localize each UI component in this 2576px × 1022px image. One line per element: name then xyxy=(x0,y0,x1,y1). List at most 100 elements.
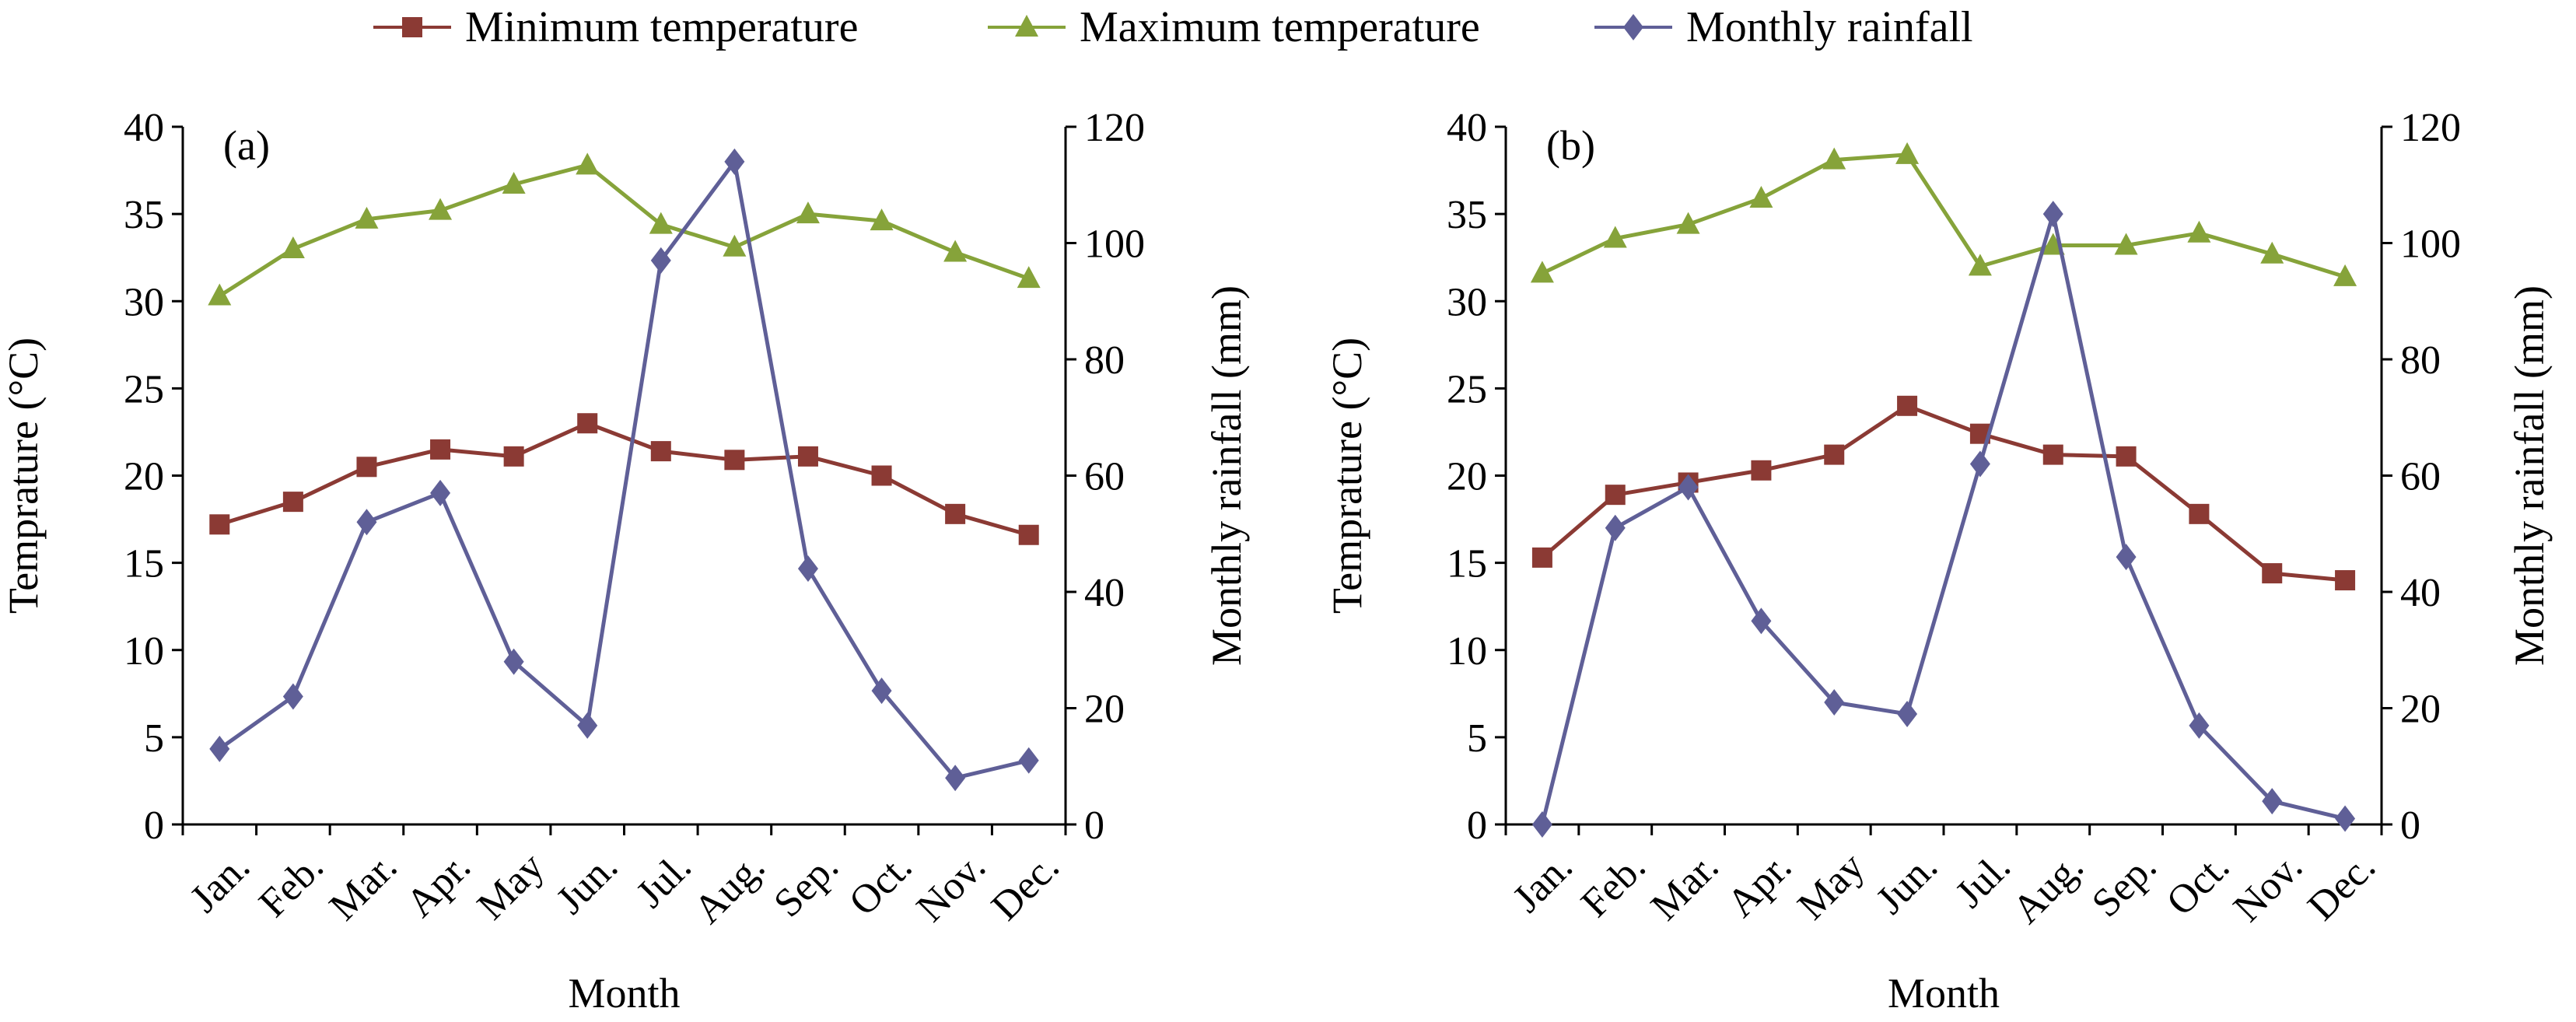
data-point-max xyxy=(1968,254,1992,276)
y-tick-label-left: 5 xyxy=(1467,716,1487,761)
y-tick-label-left: 10 xyxy=(1447,629,1487,674)
data-point-min xyxy=(1531,547,1552,568)
x-tick-label: Jan. xyxy=(182,845,259,922)
data-point-min xyxy=(871,465,892,486)
data-point-max xyxy=(943,240,968,262)
y-tick-label-left: 35 xyxy=(124,193,164,237)
y-tick-label-right: 20 xyxy=(1084,688,1125,732)
data-point-max xyxy=(1676,212,1700,234)
x-tick-label: Apr. xyxy=(1719,845,1801,926)
data-point-max xyxy=(1895,142,1920,164)
data-point-min xyxy=(209,514,230,535)
x-tick-label: May xyxy=(469,845,553,929)
y-tick-label-right: 100 xyxy=(1084,222,1145,267)
data-point-min xyxy=(1751,460,1772,481)
x-tick-label: Aug. xyxy=(686,845,774,933)
legend-label-min: Minimum temperature xyxy=(465,3,859,51)
data-point-rain xyxy=(2042,201,2063,228)
x-tick-label: Aug. xyxy=(2004,845,2092,933)
data-point-min xyxy=(1605,485,1626,506)
series-max xyxy=(208,152,1041,306)
data-point-max xyxy=(723,234,747,257)
series-rain xyxy=(209,148,1039,792)
panel-label: (a) xyxy=(223,122,270,169)
legend-item-min: Minimum temperature xyxy=(373,0,858,54)
legend-swatch-max xyxy=(988,15,1066,37)
y-tick-label-left: 0 xyxy=(144,803,164,848)
data-point-rain xyxy=(430,479,451,506)
axes: 0510152025303540020406080100120Jan.Feb.M… xyxy=(124,106,1145,933)
data-point-max xyxy=(796,201,820,224)
y-axis-title-left: Temprature (°C) xyxy=(0,338,47,614)
data-point-rain xyxy=(1531,811,1552,838)
data-point-max xyxy=(2187,220,2211,243)
chart-panel-b: 0510152025303540020406080100120Jan.Feb.M… xyxy=(1324,106,2553,1017)
data-point-min xyxy=(2335,570,2356,591)
data-point-rain xyxy=(945,765,966,792)
x-tick-label: Jun. xyxy=(548,845,627,923)
chart-legend: Minimum temperature Maximum temperature Mo… xyxy=(0,0,2576,54)
data-point-rain xyxy=(1751,607,1772,635)
y-tick-label-left: 40 xyxy=(124,106,164,150)
x-tick-label: Dec. xyxy=(983,845,1068,929)
y-tick-label-left: 15 xyxy=(1447,542,1487,586)
y-tick-label-left: 25 xyxy=(1447,367,1487,411)
data-point-max xyxy=(429,198,453,220)
y-axis-title-left: Temprature (°C) xyxy=(1324,338,1370,614)
legend-item-max: Maximum temperature xyxy=(988,0,1480,54)
x-tick-label: Mar. xyxy=(321,845,406,929)
data-point-min xyxy=(650,441,671,462)
y-tick-label-left: 20 xyxy=(124,455,164,499)
series-line-min xyxy=(219,421,1030,537)
data-point-rain xyxy=(1897,700,1918,727)
y-tick-label-right: 0 xyxy=(1084,803,1104,848)
panel-label: (b) xyxy=(1546,122,1595,169)
x-tick-label: Feb. xyxy=(250,845,332,926)
x-tick-label: Apr. xyxy=(397,845,479,926)
x-axis-title: Month xyxy=(568,970,680,1017)
series-line-rain xyxy=(1540,212,2346,825)
y-tick-label-right: 120 xyxy=(1084,106,1145,150)
data-point-min xyxy=(724,450,745,471)
data-point-rain xyxy=(2335,805,2356,832)
data-point-rain xyxy=(797,555,818,583)
series-min xyxy=(1531,395,2356,591)
legend-marker-max xyxy=(1015,15,1038,37)
data-point-max xyxy=(2114,233,2138,255)
x-tick-label: Jul. xyxy=(628,845,699,916)
data-point-max xyxy=(576,152,600,175)
data-point-rain xyxy=(1678,474,1699,501)
legend-marker-rain xyxy=(1623,14,1643,40)
data-point-min xyxy=(797,446,818,467)
data-point-max xyxy=(1603,226,1627,248)
data-point-min xyxy=(282,492,303,513)
data-point-rain xyxy=(356,509,377,536)
x-axis-title: Month xyxy=(1888,970,2000,1017)
data-point-max xyxy=(2260,241,2284,264)
data-point-rain xyxy=(2189,712,2210,739)
x-tick-label: Oct. xyxy=(2158,845,2238,925)
y-tick-label-left: 25 xyxy=(124,367,164,411)
y-axis-title-right: Monthly rainfall (mm) xyxy=(1203,285,1250,666)
series-max xyxy=(1530,142,2357,286)
data-point-max xyxy=(2333,264,2357,286)
data-point-min xyxy=(1897,395,1918,416)
y-tick-label-left: 15 xyxy=(124,542,164,586)
data-point-rain xyxy=(503,648,524,675)
y-tick-label-right: 60 xyxy=(1084,455,1125,499)
y-tick-label-right: 60 xyxy=(2400,455,2441,499)
series-line-max xyxy=(218,163,1030,298)
y-tick-label-left: 0 xyxy=(1467,803,1487,848)
data-point-rain xyxy=(2116,544,2137,571)
data-point-min xyxy=(2042,444,2063,465)
data-point-rain xyxy=(2262,788,2283,815)
y-tick-label-left: 40 xyxy=(1447,106,1487,150)
data-point-rain xyxy=(1824,689,1845,716)
series-line-rain xyxy=(218,159,1030,780)
data-point-max xyxy=(870,208,894,231)
legend-label-rain: Monthly rainfall xyxy=(1686,3,1973,51)
series-min xyxy=(209,413,1039,545)
data-point-max xyxy=(1017,266,1041,289)
legend-item-rain: Monthly rainfall xyxy=(1594,0,1973,54)
x-tick-label: Jun. xyxy=(1868,845,1947,923)
